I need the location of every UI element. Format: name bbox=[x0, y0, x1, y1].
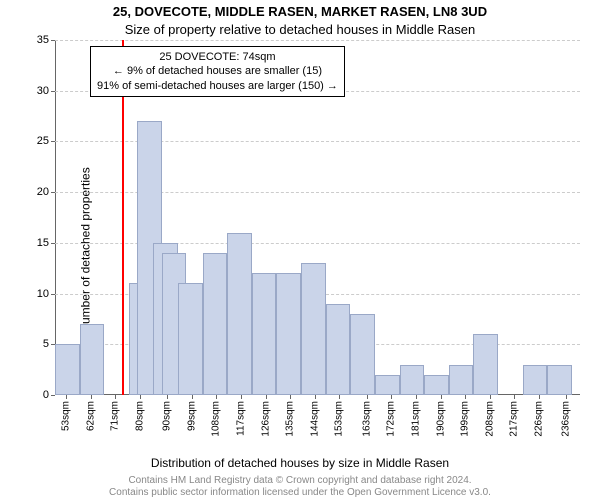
annotation-line2: ← 9% of detached houses are smaller (15) bbox=[97, 64, 338, 78]
histogram-bar bbox=[400, 365, 425, 395]
x-tick-label: 108sqm bbox=[211, 401, 222, 437]
x-tick-mark bbox=[315, 395, 316, 399]
y-tick-mark bbox=[51, 243, 55, 244]
x-tick-label: 172sqm bbox=[386, 401, 397, 437]
histogram-bar bbox=[203, 253, 228, 395]
x-tick-label: 236sqm bbox=[561, 401, 572, 437]
x-tick-label: 163sqm bbox=[361, 401, 372, 437]
histogram-bar bbox=[473, 334, 498, 395]
y-tick-mark bbox=[51, 344, 55, 345]
histogram-bar bbox=[523, 365, 548, 395]
y-tick-label: 35 bbox=[37, 34, 49, 46]
x-tick-label: 53sqm bbox=[60, 401, 71, 431]
x-tick-label: 208sqm bbox=[484, 401, 495, 437]
y-tick-label: 20 bbox=[37, 186, 49, 198]
x-tick-mark bbox=[266, 395, 267, 399]
x-tick-label: 217sqm bbox=[509, 401, 520, 437]
histogram-bar bbox=[375, 375, 400, 395]
histogram-bar bbox=[326, 304, 351, 395]
histogram-bar bbox=[301, 263, 326, 395]
x-tick-mark bbox=[416, 395, 417, 399]
histogram-bar bbox=[547, 365, 572, 395]
x-tick-mark bbox=[290, 395, 291, 399]
plot-area: 05101520253035 53sqm62sqm71sqm80sqm90sqm… bbox=[55, 40, 580, 395]
annotation-line3: 91% of semi-detached houses are larger (… bbox=[97, 79, 338, 93]
x-axis-label: Distribution of detached houses by size … bbox=[0, 456, 600, 470]
x-tick-mark bbox=[241, 395, 242, 399]
credit-line-2: Contains public sector information licen… bbox=[0, 487, 600, 498]
chart-subtitle: Size of property relative to detached ho… bbox=[0, 22, 600, 37]
x-tick-mark bbox=[367, 395, 368, 399]
histogram-bar bbox=[252, 273, 277, 395]
x-tick-mark bbox=[441, 395, 442, 399]
x-tick-label: 226sqm bbox=[533, 401, 544, 437]
x-tick-mark bbox=[339, 395, 340, 399]
histogram-bar bbox=[276, 273, 301, 395]
histogram-bar bbox=[424, 375, 449, 395]
histogram-bar bbox=[80, 324, 105, 395]
x-tick-label: 153sqm bbox=[334, 401, 345, 437]
y-tick-label: 5 bbox=[43, 338, 49, 350]
x-tick-mark bbox=[566, 395, 567, 399]
histogram-bar bbox=[178, 283, 203, 395]
x-tick-label: 71sqm bbox=[110, 401, 121, 431]
x-tick-mark bbox=[514, 395, 515, 399]
x-tick-label: 62sqm bbox=[85, 401, 96, 431]
x-tick-mark bbox=[66, 395, 67, 399]
x-tick-label: 190sqm bbox=[435, 401, 446, 437]
y-tick-mark bbox=[51, 192, 55, 193]
y-tick-label: 15 bbox=[37, 237, 49, 249]
x-tick-label: 90sqm bbox=[162, 401, 173, 431]
annotation-box: 25 DOVECOTE: 74sqm ← 9% of detached hous… bbox=[90, 46, 345, 97]
x-tick-mark bbox=[490, 395, 491, 399]
y-tick-mark bbox=[51, 395, 55, 396]
chart-container: { "title": "25, DOVECOTE, MIDDLE RASEN, … bbox=[0, 0, 600, 500]
x-tick-mark bbox=[539, 395, 540, 399]
x-tick-mark bbox=[91, 395, 92, 399]
x-tick-label: 144sqm bbox=[309, 401, 320, 437]
histogram-bar bbox=[55, 344, 80, 395]
x-tick-label: 199sqm bbox=[460, 401, 471, 437]
x-tick-label: 181sqm bbox=[410, 401, 421, 437]
y-tick-mark bbox=[51, 40, 55, 41]
y-tick-label: 0 bbox=[43, 389, 49, 401]
credit-line-1: Contains HM Land Registry data © Crown c… bbox=[0, 475, 600, 486]
x-tick-label: 80sqm bbox=[134, 401, 145, 431]
x-tick-label: 126sqm bbox=[260, 401, 271, 437]
histogram-bar bbox=[227, 233, 252, 395]
annotation-line1: 25 DOVECOTE: 74sqm bbox=[97, 50, 338, 64]
y-tick-mark bbox=[51, 294, 55, 295]
x-tick-label: 99sqm bbox=[186, 401, 197, 431]
x-tick-mark bbox=[391, 395, 392, 399]
histogram-bar bbox=[449, 365, 474, 395]
x-tick-mark bbox=[216, 395, 217, 399]
histogram-bar bbox=[350, 314, 375, 395]
x-tick-mark bbox=[192, 395, 193, 399]
y-tick-mark bbox=[51, 141, 55, 142]
x-tick-mark bbox=[167, 395, 168, 399]
x-tick-mark bbox=[465, 395, 466, 399]
y-tick-mark bbox=[51, 91, 55, 92]
y-tick-label: 10 bbox=[37, 288, 49, 300]
y-tick-label: 25 bbox=[37, 135, 49, 147]
x-tick-label: 135sqm bbox=[285, 401, 296, 437]
y-tick-label: 30 bbox=[37, 85, 49, 97]
x-tick-mark bbox=[140, 395, 141, 399]
x-tick-label: 117sqm bbox=[235, 401, 246, 436]
x-tick-mark bbox=[115, 395, 116, 399]
chart-title: 25, DOVECOTE, MIDDLE RASEN, MARKET RASEN… bbox=[0, 4, 600, 19]
